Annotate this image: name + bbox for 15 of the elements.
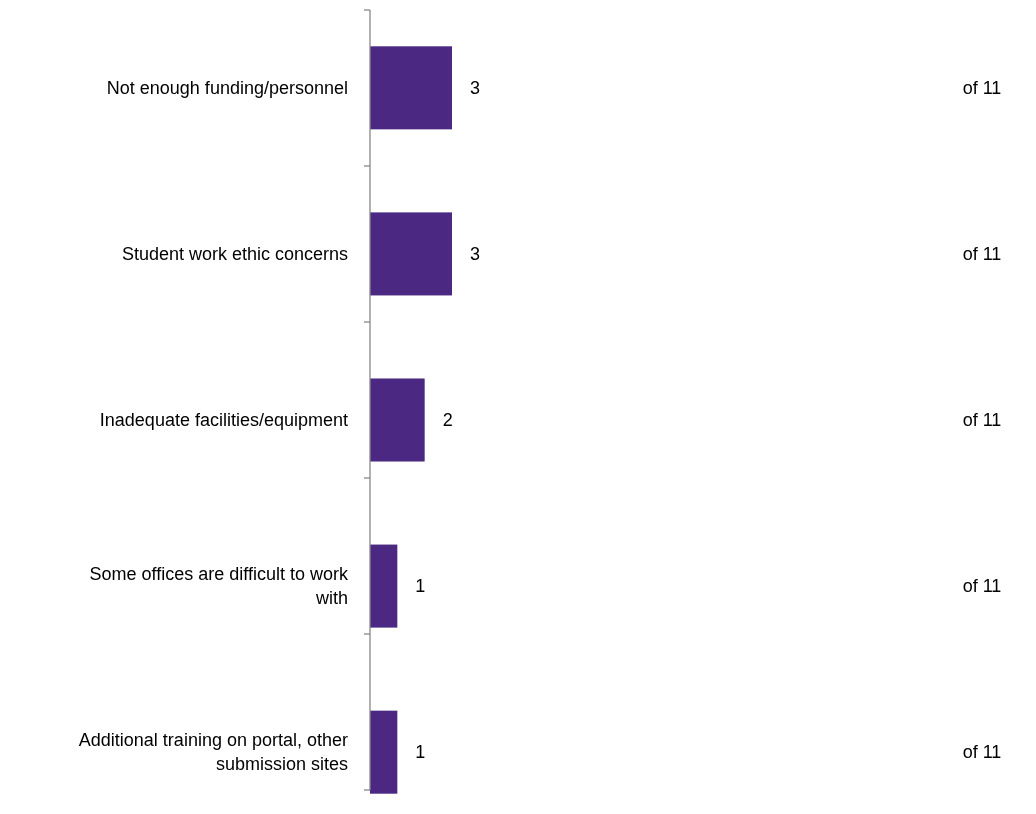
text: of 11 (962, 78, 1002, 99)
y-tick-label: Not enough funding/personnel (106, 78, 348, 99)
data-label: 3 (470, 78, 481, 99)
text: of 11 (962, 742, 1002, 763)
data-label: 3 (470, 244, 481, 265)
data-label: 2 (442, 410, 453, 431)
data-label: 1 (415, 742, 426, 763)
y-tick-label: Inadequate facilities/equipment (99, 410, 348, 431)
y-tick-label: Additional training on portal, other submission sites (78, 730, 348, 775)
data-label: 1 (415, 576, 426, 597)
text: of 11 (962, 576, 1002, 597)
text: of 11 (962, 244, 1002, 265)
text: of 11 (962, 410, 1002, 431)
y-tick-label: Student work ethic concerns (121, 244, 348, 265)
y-tick-label: Some offices are difficult to work with (89, 564, 349, 609)
